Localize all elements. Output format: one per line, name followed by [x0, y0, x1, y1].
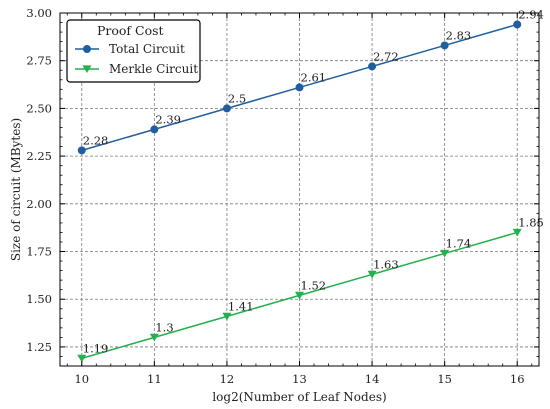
data-label: 1.52 — [301, 278, 327, 292]
y-tick-label: 1.75 — [26, 245, 52, 259]
data-label: 1.63 — [373, 257, 399, 271]
legend-title: Proof Cost — [97, 23, 164, 38]
y-axis-title: Size of circuit (MBytes) — [9, 118, 23, 261]
legend-swatch-marker — [83, 45, 91, 53]
legend: Proof Cost Total Circuit Merkle Circuit — [66, 19, 201, 83]
data-point-circle — [368, 62, 377, 71]
data-point-circle — [440, 41, 449, 50]
data-point-triangle — [77, 354, 87, 363]
y-tick-label: 2.25 — [26, 149, 52, 163]
series-total-circuit: 2.28 2.39 2.5 2.61 2.72 2.83 2.94 — [77, 7, 544, 155]
legend-swatch-marker — [82, 65, 92, 74]
legend-item-label: Merkle Circuit — [109, 62, 198, 76]
grid — [60, 12, 539, 366]
x-tick-label: 11 — [147, 372, 162, 386]
data-point-circle — [295, 83, 304, 92]
data-point-circle — [77, 146, 86, 155]
x-tick-label: 13 — [292, 372, 307, 386]
data-label: 1.85 — [518, 215, 544, 229]
y-tick-label: 2.50 — [26, 101, 52, 115]
legend-item-label: Total Circuit — [109, 42, 185, 56]
data-point-triangle — [295, 291, 304, 300]
axis-ticks: 10 11 12 13 14 15 16 1.25 1.50 1.75 2.00 2.25 2.50 2.… — [26, 6, 539, 386]
data-label: 2.39 — [155, 112, 181, 126]
y-tick-label: 2.00 — [26, 197, 52, 211]
data-label: 2.28 — [83, 133, 109, 147]
y-tick-label: 1.50 — [26, 292, 52, 306]
x-tick-label: 16 — [510, 372, 525, 386]
data-point-triangle — [440, 249, 450, 258]
data-point-triangle — [512, 228, 522, 237]
data-point-circle — [222, 104, 231, 113]
y-tick-label: 2.75 — [26, 54, 52, 68]
data-point-triangle — [149, 333, 159, 342]
y-tick-label: 1.25 — [26, 340, 52, 354]
data-label: 1.74 — [446, 236, 472, 250]
data-label: 1.19 — [83, 341, 109, 355]
data-label: 2.83 — [446, 28, 472, 42]
x-tick-label: 14 — [365, 372, 380, 386]
data-label: 1.41 — [228, 299, 254, 313]
data-point-circle — [513, 20, 522, 29]
series-layer: 2.282.392.52.612.722.832.941.191.31.411.… — [77, 7, 544, 363]
data-point-circle — [150, 125, 159, 134]
x-tick-label: 10 — [74, 372, 89, 386]
series-merkle-circuit: 1.19 1.3 1.41 1.52 1.63 1.74 1.85 — [77, 215, 544, 363]
x-tick-label: 12 — [220, 372, 235, 386]
data-point-triangle — [222, 312, 232, 321]
data-label: 2.61 — [301, 70, 327, 84]
data-label: 2.5 — [228, 91, 246, 105]
data-label: 2.72 — [373, 49, 399, 63]
data-label: 1.3 — [155, 320, 173, 334]
y-tick-label: 3.00 — [26, 6, 52, 20]
legend-box — [66, 19, 201, 83]
x-tick-label: 15 — [437, 372, 452, 386]
data-label: 2.94 — [518, 7, 544, 21]
x-axis-title: log2(Number of Leaf Nodes) — [212, 390, 386, 404]
data-point-triangle — [367, 270, 377, 279]
